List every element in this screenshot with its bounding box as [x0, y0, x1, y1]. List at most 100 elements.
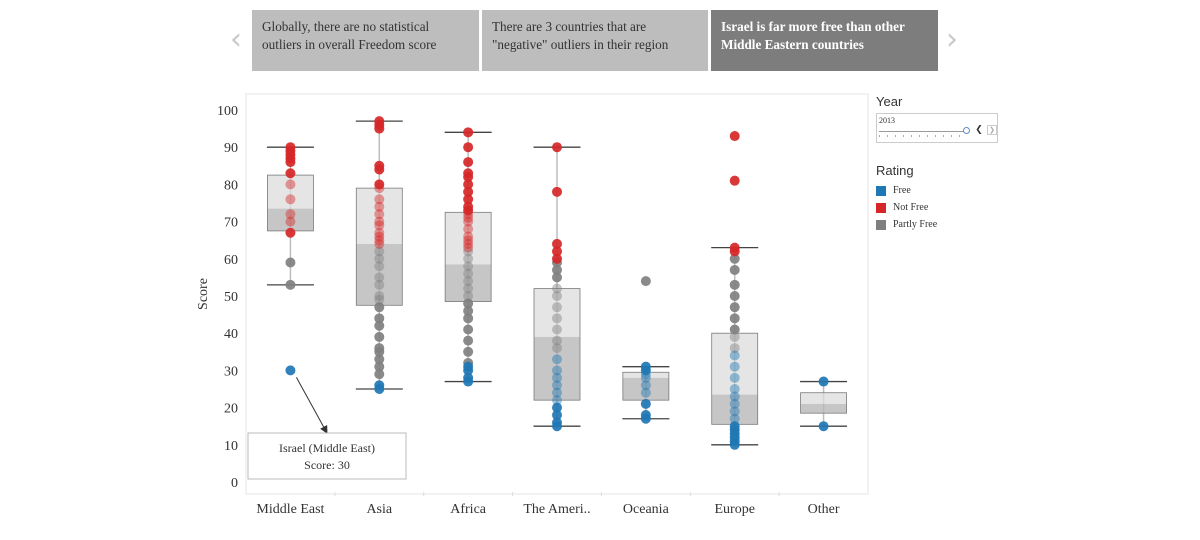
point-partly-free	[552, 291, 562, 301]
point-partly-free	[374, 279, 385, 290]
legend-item-free[interactable]: Free	[876, 182, 1016, 199]
point-free	[552, 395, 562, 406]
point-not-free	[285, 209, 296, 220]
x-tick-label: Middle East	[256, 502, 324, 517]
story-point-2[interactable]: There are 3 countries that are "negative…	[482, 10, 708, 71]
year-slider-ticks	[879, 135, 967, 137]
point-not-free	[463, 231, 474, 242]
point-partly-free	[463, 253, 474, 264]
point-free	[552, 387, 562, 398]
point-not-free	[374, 238, 385, 249]
story-point-1[interactable]: Globally, there are no statistical outli…	[252, 10, 479, 71]
year-prev-icon[interactable]: ❮	[975, 125, 983, 135]
legend-swatch-not-free	[876, 202, 886, 213]
story-navigator: ‹ Globally, there are no statistical out…	[224, 10, 968, 72]
box-upper	[711, 333, 758, 395]
annotation-box	[247, 432, 407, 480]
year-input[interactable]	[879, 115, 969, 126]
x-tick-label: Oceania	[623, 502, 670, 517]
point-not-free	[285, 194, 296, 205]
point-not-free	[552, 186, 562, 197]
year-next-icon[interactable]: ❯	[987, 125, 997, 135]
legend-swatch-free	[876, 185, 886, 196]
y-tick-label: 50	[224, 290, 238, 305]
point-free	[729, 350, 740, 361]
point-not-free	[374, 216, 385, 227]
point-free	[729, 361, 740, 372]
point-not-free	[463, 142, 474, 153]
point-partly-free	[374, 369, 385, 380]
point-not-free	[374, 227, 385, 238]
point-partly-free	[374, 261, 385, 272]
point-free	[729, 421, 740, 432]
point-not-free	[285, 142, 296, 153]
point-not-free	[374, 235, 385, 246]
point-not-free	[463, 216, 474, 227]
legend-label-free: Free	[893, 185, 911, 196]
box-lower	[534, 336, 580, 401]
point-partly-free	[374, 361, 385, 372]
x-tick-label: Europe	[714, 502, 754, 517]
point-not-free	[374, 116, 385, 127]
point-free	[729, 413, 740, 424]
box-upper	[800, 392, 847, 404]
point-not-free	[463, 194, 474, 205]
point-free	[729, 384, 740, 394]
annotation-title: Israel (Middle East)	[279, 441, 375, 455]
point-free	[729, 391, 740, 402]
y-tick-label: 20	[224, 402, 238, 417]
point-free	[729, 372, 740, 383]
point-free	[818, 376, 829, 387]
box-lower	[800, 403, 847, 414]
legend-item-partly-free[interactable]: Partly Free	[876, 216, 1016, 233]
point-partly-free	[552, 283, 562, 294]
story-points: Globally, there are no statistical outli…	[252, 10, 938, 71]
point-not-free	[463, 212, 474, 223]
y-axis-label: Score	[196, 278, 211, 310]
point-free	[818, 421, 829, 432]
box-upper	[267, 175, 314, 209]
x-tick-label: Other	[808, 502, 840, 517]
point-partly-free	[729, 313, 740, 324]
point-free	[552, 372, 562, 383]
x-tick-label: The Ameri..	[523, 502, 590, 517]
point-partly-free	[729, 302, 740, 313]
y-tick-label: 40	[224, 327, 238, 342]
story-point-3[interactable]: Israel is far more free than other Middl…	[711, 10, 938, 71]
chevron-left-icon[interactable]: ‹	[230, 22, 242, 57]
legend-title: Rating	[876, 163, 914, 178]
box-outline	[800, 392, 847, 414]
point-partly-free	[374, 272, 385, 283]
box-lower	[622, 377, 669, 401]
point-partly-free	[374, 291, 385, 301]
point-free	[640, 398, 651, 409]
side-panel: Year ❮ ❯ Rating Free Not Free Partly Fre…	[876, 94, 1016, 233]
point-free	[285, 365, 296, 376]
point-partly-free	[729, 291, 740, 301]
legend-item-not-free[interactable]: Not Free	[876, 199, 1016, 216]
point-free	[552, 380, 562, 391]
point-partly-free	[640, 276, 651, 287]
point-free	[463, 372, 474, 383]
point-not-free	[729, 175, 740, 186]
y-tick-label: 100	[217, 104, 238, 119]
point-not-free	[552, 238, 562, 249]
y-tick-label: 30	[224, 364, 238, 379]
box-lower	[711, 394, 758, 425]
year-slider-track[interactable]	[879, 131, 967, 132]
point-not-free	[374, 201, 385, 212]
point-partly-free	[729, 343, 740, 354]
point-not-free	[374, 231, 385, 242]
point-partly-free	[552, 324, 562, 335]
point-not-free	[285, 179, 296, 190]
y-tick-label: 80	[224, 178, 238, 193]
point-not-free	[463, 235, 474, 246]
point-partly-free	[552, 272, 562, 283]
year-slider-thumb[interactable]	[963, 127, 970, 134]
chevron-right-icon[interactable]: ›	[946, 22, 958, 57]
point-not-free	[729, 131, 740, 142]
y-tick-label: 70	[224, 216, 238, 231]
point-not-free	[463, 242, 474, 253]
point-free	[552, 417, 562, 428]
